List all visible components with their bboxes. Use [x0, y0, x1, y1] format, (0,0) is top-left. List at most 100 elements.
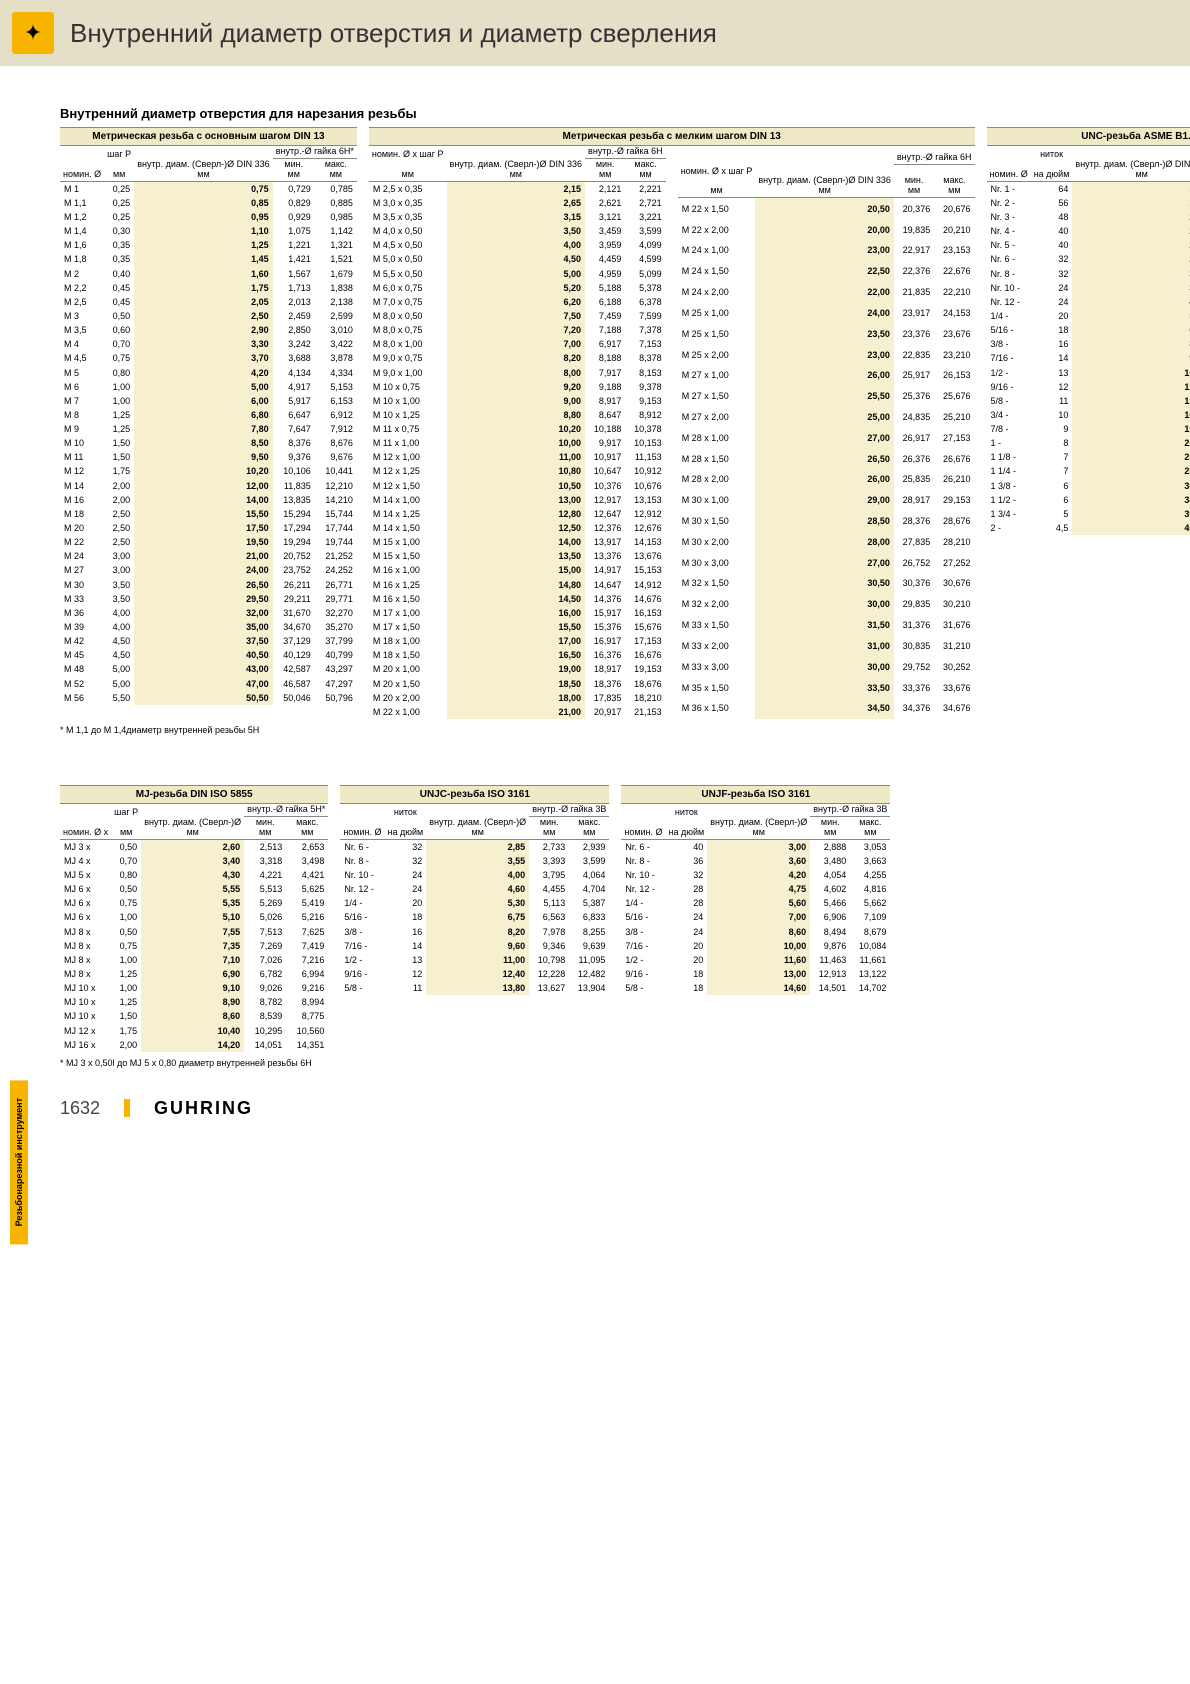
cell: 37,50	[134, 634, 273, 648]
cell: 13,917	[585, 535, 625, 549]
cell: 10,188	[585, 422, 625, 436]
cell: 3,422	[315, 337, 357, 351]
cell: M 24 x 1,00	[678, 240, 756, 261]
cell: 6,912	[315, 408, 357, 422]
cell: 20,376	[894, 198, 934, 220]
table-row: M 4,0 x 0,503,503,4593,599	[369, 224, 666, 238]
table-row: Nr. 6 -322,852,7332,939	[340, 839, 609, 854]
cell: 0,729	[273, 181, 315, 196]
table-row: M 485,0043,0042,58743,297	[60, 662, 357, 676]
table-row: M 9,0 x 0,758,208,1888,378	[369, 351, 666, 365]
cell: 26,50	[134, 578, 273, 592]
table-row: MJ 10 x1,258,908,7828,994	[60, 995, 328, 1009]
cell: 31,00	[755, 636, 894, 657]
table-row: M 33 x 1,5031,5031,37631,676	[678, 615, 975, 636]
cell: 14,912	[625, 578, 665, 592]
cell: 11,153	[625, 450, 665, 464]
table-row: 5/16 -186,756,5636,833	[340, 910, 609, 924]
cell: M 30 x 2,00	[678, 532, 756, 553]
cell: 3,959	[585, 238, 625, 252]
cell: 4,00	[447, 238, 586, 252]
table-row: M 25 x 1,5023,5023,37623,676	[678, 323, 975, 344]
table-row: M 30 x 1,5028,5028,37628,676	[678, 511, 975, 532]
cell: 1,25	[134, 238, 273, 252]
cell: 9,00	[447, 394, 586, 408]
cell: 25,210	[934, 407, 974, 428]
table-row: 1/2 -1311,0010,79811,095	[340, 953, 609, 967]
drill-icon: ✦	[12, 12, 54, 54]
cell: M 25 x 1,50	[678, 323, 756, 344]
table-row: M 182,5015,5015,29415,744	[60, 507, 357, 521]
cell: 5,917	[273, 394, 315, 408]
cell: M 33 x 1,50	[678, 615, 756, 636]
cell: 22,210	[934, 282, 974, 303]
cell: M 33 x 3,00	[678, 656, 756, 677]
cell: 15,153	[625, 563, 665, 577]
cell: M 18	[60, 507, 104, 521]
cell: 28,917	[894, 490, 934, 511]
cell: 2,850	[273, 323, 315, 337]
cell: 12,50	[447, 521, 586, 535]
cell: M 52	[60, 677, 104, 691]
cell: 19,00	[447, 662, 586, 676]
cell: 10,153	[625, 436, 665, 450]
cell: 23,917	[894, 303, 934, 324]
table-row: 1 -822,2521,97122,606	[987, 436, 1190, 450]
cell: 29,50	[134, 592, 273, 606]
cell: 13,835	[273, 493, 315, 507]
table-row: M 333,5029,5029,21129,771	[60, 592, 357, 606]
cell: 24,252	[315, 563, 357, 577]
lower-tables: MJ-резьба DIN ISO 5855 номин. Ø xшаг Pмм…	[60, 785, 1146, 1052]
table-mj: MJ-резьба DIN ISO 5855 номин. Ø xшаг Pмм…	[60, 785, 328, 1052]
table-row: M 525,0047,0046,58747,297	[60, 677, 357, 691]
cell: 8,00	[447, 366, 586, 380]
cell: 0,60	[104, 323, 134, 337]
table-row: M 25 x 2,0023,0022,83523,210	[678, 344, 975, 365]
cell: 30,50	[755, 573, 894, 594]
cell: 0,85	[134, 196, 273, 210]
table-row: M 10 x 1,258,808,6478,912	[369, 408, 666, 422]
cell: 1,521	[315, 252, 357, 266]
cell: M 1,4	[60, 224, 104, 238]
cell: 19,50	[134, 535, 273, 549]
table-row: M 15 x 1,5013,5013,37613,676	[369, 549, 666, 563]
cell: 25,00	[755, 407, 894, 428]
table-row: M 33 x 2,0031,0030,83531,210	[678, 636, 975, 657]
table-row: M 32 x 1,5030,5030,37630,676	[678, 573, 975, 594]
table-row: M 454,5040,5040,12940,799	[60, 648, 357, 662]
table-row: M 3,50,602,902,8503,010	[60, 323, 357, 337]
table-row: MJ 8 x0,507,557,5137,625	[60, 925, 328, 939]
table-row: M 35 x 1,5033,5033,37633,676	[678, 677, 975, 698]
cell: 3,15	[447, 210, 586, 224]
cell: M 5,5 x 0,50	[369, 267, 447, 281]
cell: M 11 x 1,00	[369, 436, 447, 450]
cell: 27,00	[755, 427, 894, 448]
cell: 3,599	[625, 224, 665, 238]
page-title: Внутренний диаметр отверстия и диаметр с…	[70, 18, 717, 49]
cell: 1,45	[134, 252, 273, 266]
cell: 18,676	[625, 677, 665, 691]
table-row: M 5,5 x 0,505,004,9595,099	[369, 267, 666, 281]
cell: 20,917	[585, 705, 625, 719]
cell: M 10 x 0,75	[369, 380, 447, 394]
cell: 17,50	[134, 521, 273, 535]
cell: 14,80	[447, 578, 586, 592]
cell: 10,912	[625, 464, 665, 478]
table-row: M 32 x 2,0030,0029,83530,210	[678, 594, 975, 615]
cell: 1,421	[273, 252, 315, 266]
cell: 6,00	[134, 394, 273, 408]
cell: M 2,2	[60, 281, 104, 295]
cell: 22,676	[934, 261, 974, 282]
cell: 12,676	[625, 521, 665, 535]
cell: 26,153	[934, 365, 974, 386]
table-row: MJ 5 x0,804,304,2214,421	[60, 868, 328, 882]
table-row: Nr. 3 -482,101,9412,146	[987, 210, 1190, 224]
table-row: M 20 x 2,0018,0017,83518,210	[369, 691, 666, 705]
table-row: M 10 x 0,759,209,1889,378	[369, 380, 666, 394]
cell: 50,046	[273, 691, 315, 705]
table-row: M 12 x 1,5010,5010,37610,676	[369, 479, 666, 493]
cell: 3,30	[134, 337, 273, 351]
table-row: Nr. 6 -322,852,6422,896	[987, 252, 1190, 266]
cell: 26,50	[755, 448, 894, 469]
table-row: MJ 12 x1,7510,4010,29510,560	[60, 1024, 328, 1038]
